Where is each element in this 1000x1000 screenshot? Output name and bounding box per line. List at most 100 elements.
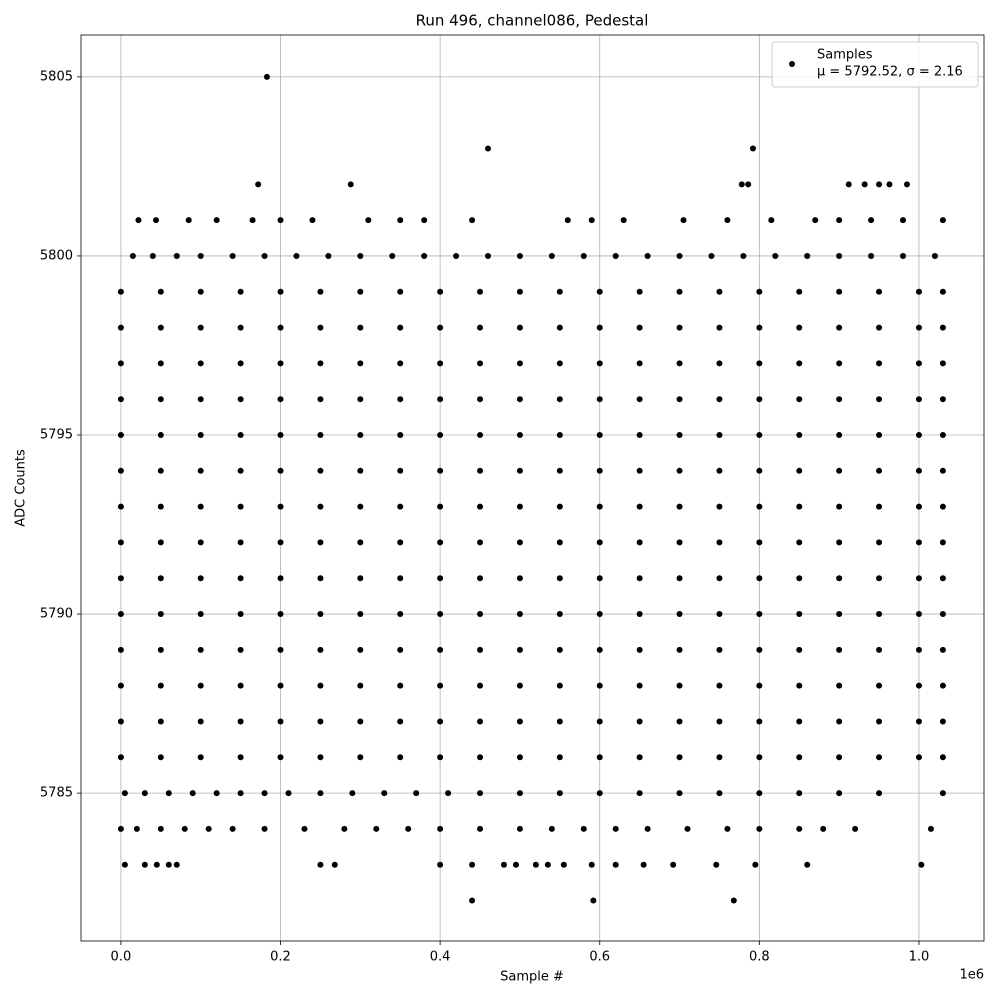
- data-point: [636, 682, 643, 689]
- data-point: [437, 718, 444, 725]
- data-point: [796, 396, 803, 403]
- data-point: [596, 611, 603, 618]
- data-point: [939, 467, 946, 474]
- data-point: [556, 467, 563, 474]
- data-point: [636, 324, 643, 331]
- data-point: [277, 396, 284, 403]
- data-point: [317, 790, 324, 797]
- data-point: [437, 503, 444, 510]
- data-point: [876, 324, 883, 331]
- data-point: [796, 682, 803, 689]
- data-point: [277, 611, 284, 618]
- data-point: [915, 360, 922, 367]
- data-point: [749, 145, 756, 152]
- data-point: [197, 718, 204, 725]
- data-point: [165, 861, 172, 868]
- data-point: [117, 754, 124, 761]
- data-point: [939, 360, 946, 367]
- data-point: [357, 754, 364, 761]
- data-point: [437, 396, 444, 403]
- data-point: [437, 539, 444, 546]
- data-point: [716, 503, 723, 510]
- data-point: [918, 861, 925, 868]
- data-point: [676, 288, 683, 295]
- data-point: [556, 324, 563, 331]
- data-point: [636, 575, 643, 582]
- data-point: [157, 754, 164, 761]
- data-point: [915, 288, 922, 295]
- data-point: [636, 396, 643, 403]
- data-point: [477, 682, 484, 689]
- data-point: [317, 646, 324, 653]
- data-point: [796, 324, 803, 331]
- data-point: [381, 790, 388, 797]
- data-point: [237, 467, 244, 474]
- data-point: [768, 217, 775, 224]
- data-point: [237, 396, 244, 403]
- data-point: [636, 539, 643, 546]
- data-point: [716, 754, 723, 761]
- data-point: [397, 682, 404, 689]
- x-axis-label: Sample #: [500, 970, 564, 985]
- data-point: [596, 539, 603, 546]
- data-point: [716, 539, 723, 546]
- data-point: [756, 754, 763, 761]
- data-point: [836, 611, 843, 618]
- data-point: [804, 861, 811, 868]
- data-point: [756, 790, 763, 797]
- data-point: [357, 503, 364, 510]
- data-point: [756, 360, 763, 367]
- data-point: [149, 252, 156, 259]
- data-point: [197, 252, 204, 259]
- data-point: [357, 575, 364, 582]
- data-point: [397, 646, 404, 653]
- data-point: [277, 324, 284, 331]
- data-point: [357, 539, 364, 546]
- data-point: [931, 252, 938, 259]
- data-point: [588, 217, 595, 224]
- data-point: [197, 754, 204, 761]
- data-point: [676, 611, 683, 618]
- data-point: [580, 252, 587, 259]
- data-point: [544, 861, 551, 868]
- data-point: [915, 646, 922, 653]
- data-point: [812, 217, 819, 224]
- data-point: [229, 252, 236, 259]
- data-point: [516, 324, 523, 331]
- data-point: [738, 181, 745, 188]
- data-point: [730, 897, 737, 904]
- data-point: [293, 252, 300, 259]
- data-point: [684, 825, 691, 832]
- data-point: [141, 861, 148, 868]
- data-point: [596, 682, 603, 689]
- data-point: [836, 324, 843, 331]
- data-point: [229, 825, 236, 832]
- data-point: [237, 324, 244, 331]
- plot-frame: [80, 34, 985, 942]
- data-point: [556, 718, 563, 725]
- data-point: [197, 360, 204, 367]
- data-point: [876, 539, 883, 546]
- data-point: [556, 646, 563, 653]
- data-point: [620, 217, 627, 224]
- data-point: [752, 861, 759, 868]
- data-point: [556, 432, 563, 439]
- data-point: [836, 575, 843, 582]
- data-point: [876, 432, 883, 439]
- data-point: [357, 718, 364, 725]
- data-point: [556, 360, 563, 367]
- data-point: [397, 611, 404, 618]
- data-point: [117, 396, 124, 403]
- data-point: [309, 217, 316, 224]
- data-point: [437, 575, 444, 582]
- data-point: [676, 646, 683, 653]
- data-point: [596, 646, 603, 653]
- data-point: [676, 396, 683, 403]
- data-point: [915, 718, 922, 725]
- data-point: [636, 467, 643, 474]
- data-point: [845, 181, 852, 188]
- data-point: [676, 718, 683, 725]
- data-point: [590, 897, 597, 904]
- data-point: [477, 754, 484, 761]
- data-point: [157, 467, 164, 474]
